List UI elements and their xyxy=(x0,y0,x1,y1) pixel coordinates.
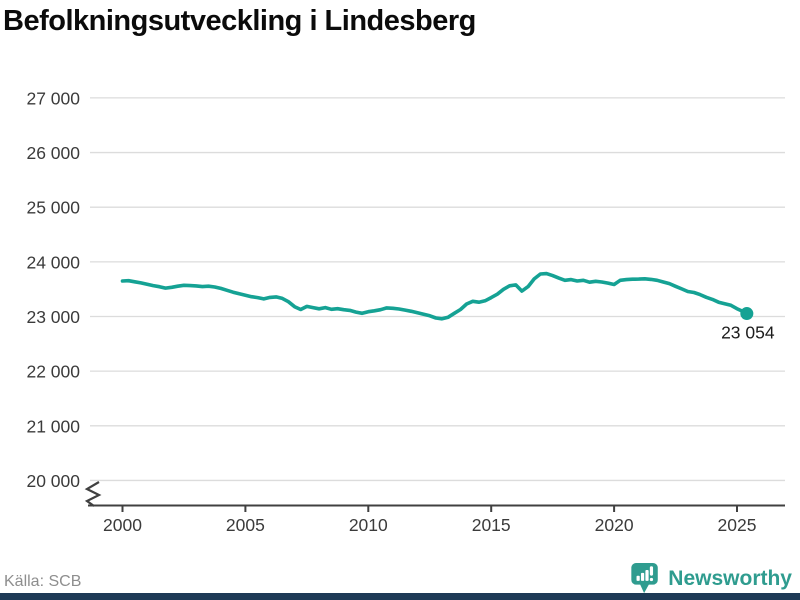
end-value-label: 23 054 xyxy=(721,323,775,343)
y-tick-label: 27 000 xyxy=(26,88,80,108)
y-tick-label: 24 000 xyxy=(26,252,80,272)
newsworthy-logo: Newsworthy xyxy=(630,562,792,596)
x-tick-label: 2015 xyxy=(472,515,511,535)
brand-footer-bar xyxy=(0,593,800,600)
y-tick-label: 20 000 xyxy=(26,471,80,491)
y-tick-label: 21 000 xyxy=(26,416,80,436)
y-tick-label: 26 000 xyxy=(26,143,80,163)
x-tick-label: 2000 xyxy=(103,515,142,535)
x-tick-label: 2025 xyxy=(718,515,757,535)
source-note: Källa: SCB xyxy=(4,573,82,590)
x-tick-label: 2010 xyxy=(349,515,388,535)
x-tick-label: 2005 xyxy=(226,515,265,535)
newsworthy-bubble-chart-icon xyxy=(631,562,659,594)
chart-title: Befolkningsutveckling i Lindesberg xyxy=(3,5,476,37)
y-tick-label: 25 000 xyxy=(26,198,80,218)
population-line xyxy=(120,271,749,321)
y-tick-label: 23 000 xyxy=(26,307,80,327)
axis-break-icon xyxy=(84,481,102,507)
x-tick-label: 2020 xyxy=(595,515,634,535)
end-point-marker xyxy=(740,307,754,321)
newsworthy-wordmark: Newsworthy xyxy=(668,567,792,590)
y-tick-label: 22 000 xyxy=(26,362,80,382)
